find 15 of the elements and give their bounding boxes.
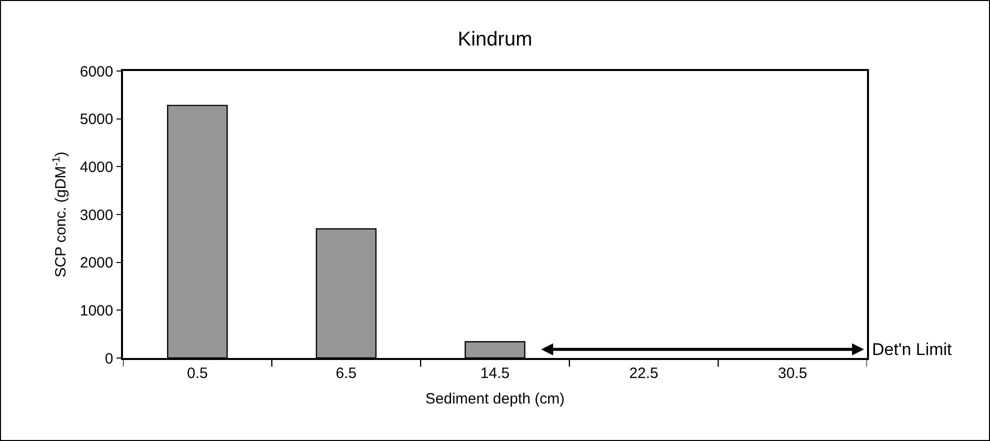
x-tick-label: 6.5 (336, 364, 357, 382)
y-tick-label: 1000 (80, 302, 114, 320)
y-tick-label: 0 (104, 350, 114, 368)
y-tick-label: 6000 (80, 63, 114, 80)
x-tick-label: 22.5 (629, 364, 658, 382)
y-tick-label: 5000 (80, 111, 114, 128)
x-tick-label: 30.5 (778, 364, 808, 382)
y-tick-label: 2000 (80, 254, 114, 272)
x-tick-label: 14.5 (480, 364, 510, 382)
y-tick-label: 3000 (80, 206, 114, 224)
text: Det'n Limit (872, 340, 952, 359)
x-tick-label: 0.5 (186, 364, 208, 382)
chart-title: Kindrum (458, 28, 532, 51)
x-axis-title: Sediment depth (cm) (425, 390, 565, 408)
y-tick-label: 4000 (80, 158, 114, 176)
